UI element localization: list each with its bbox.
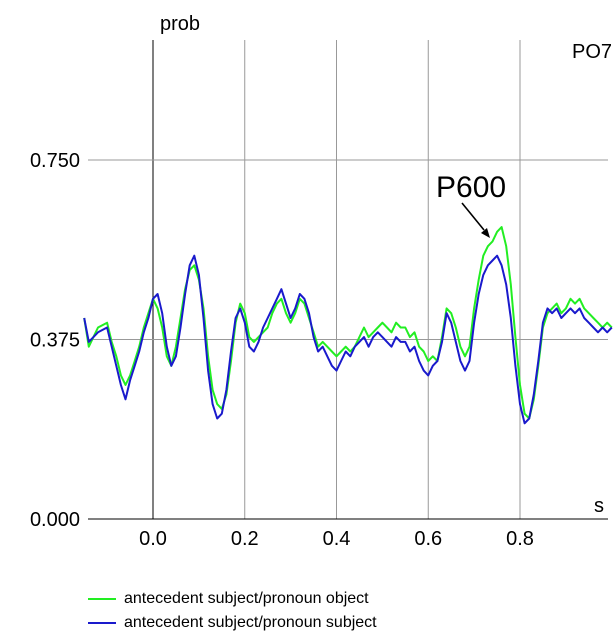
x-tick-label: 0.4 [323,528,351,550]
legend-item-blue: antecedent subject/pronoun subject [88,611,377,635]
y-tick-label: 0.750 [30,150,80,172]
x-tick-label: 0.6 [414,528,442,550]
y-tick-label: 0.375 [30,330,80,352]
legend-swatch-blue [88,622,116,624]
series-line-blue [83,254,613,425]
channel-label: PO7 [572,41,612,63]
legend-label-green: antecedent subject/pronoun object [124,590,369,607]
annotation-label: P600 [436,171,506,204]
series-line-green [83,226,613,420]
y-tick-label: 0.000 [30,509,80,531]
annotation-arrow [461,202,485,231]
legend: antecedent subject/pronoun object antece… [88,587,377,635]
legend-label-blue: antecedent subject/pronoun subject [124,614,377,631]
y-axis-label: prob [160,13,200,35]
legend-item-green: antecedent subject/pronoun object [88,587,377,611]
x-tick-label: 0.0 [139,528,167,550]
x-axis-label: s [594,495,604,517]
x-tick-label: 0.2 [231,528,259,550]
x-tick-label: 0.8 [506,528,534,550]
chart: 0.0 0.2 0.4 0.6 0.8 0.000 0.375 0.750 prob s PO… [30,13,613,550]
legend-swatch-green [88,598,116,600]
annotation-arrowhead [481,228,490,238]
